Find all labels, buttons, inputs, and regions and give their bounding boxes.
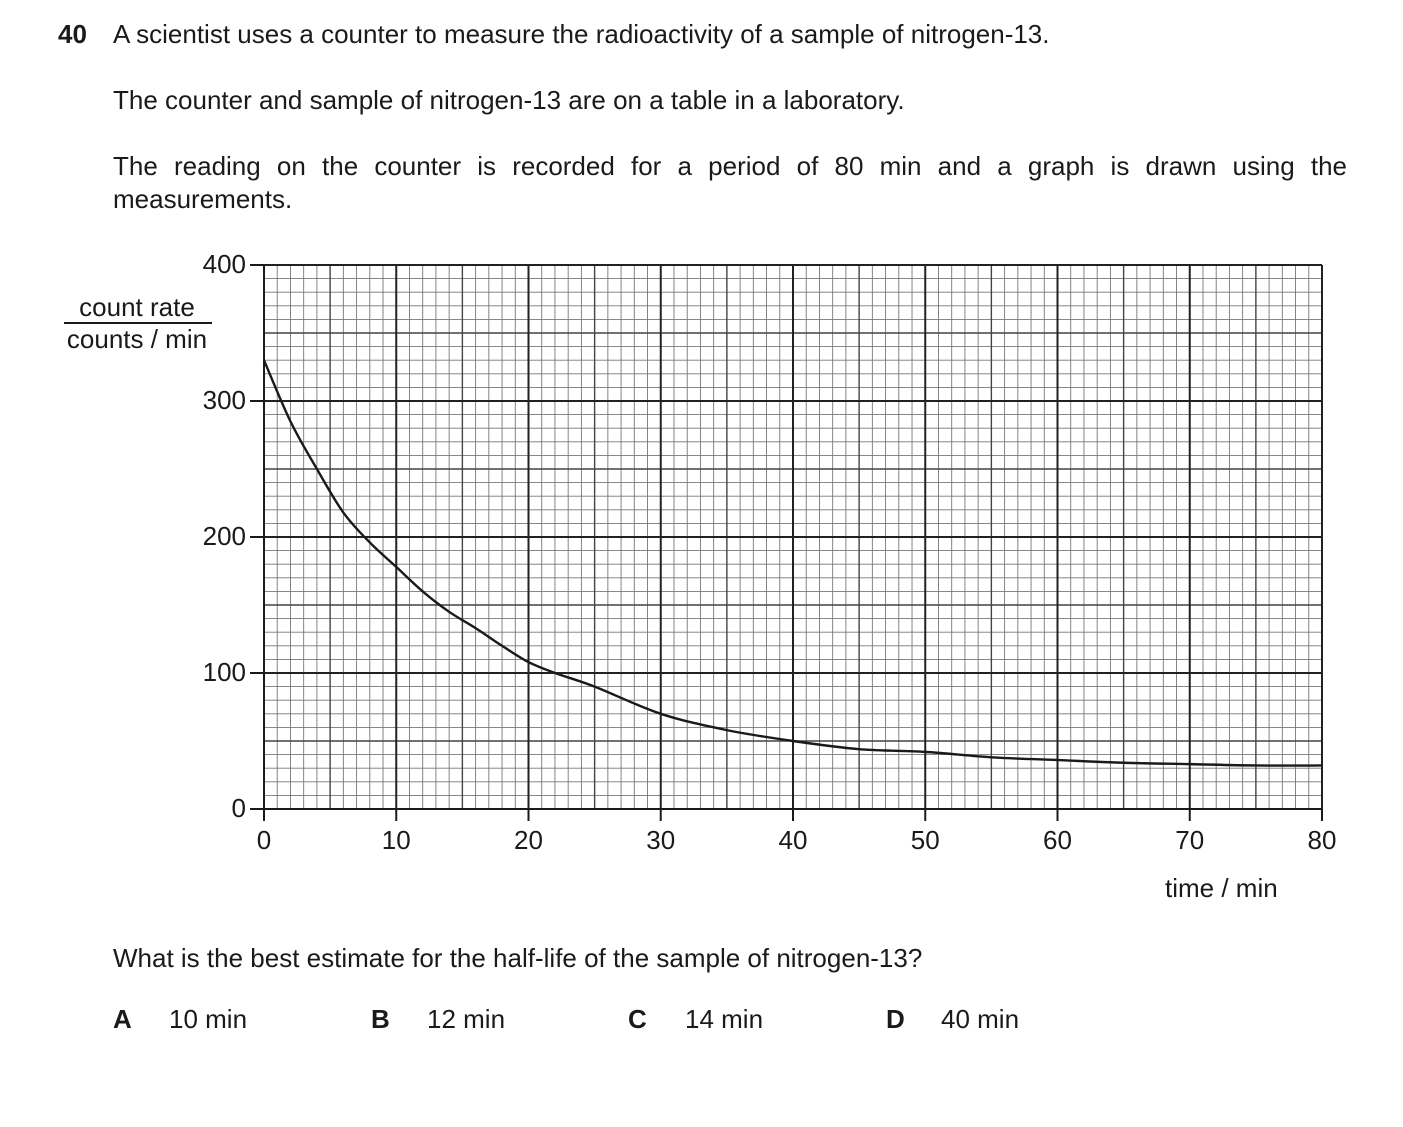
x-axis-label: time / min xyxy=(1165,873,1278,903)
y-tick-label: 400 xyxy=(202,249,246,279)
question-line-3: The reading on the counter is recorded f… xyxy=(113,151,1347,214)
x-tick-label: 20 xyxy=(514,825,543,855)
x-tick-label: 60 xyxy=(1043,825,1072,855)
question-number: 40 xyxy=(58,19,87,49)
option-c-letter[interactable]: C xyxy=(628,1004,647,1034)
x-tick-label: 30 xyxy=(646,825,676,855)
option-b-letter[interactable]: B xyxy=(371,1004,390,1034)
option-d-letter[interactable]: D xyxy=(886,1004,905,1034)
x-tick-label: 10 xyxy=(381,825,411,855)
x-tick-label: 50 xyxy=(910,825,940,855)
y-tick-label: 300 xyxy=(202,385,246,415)
option-a-text[interactable]: 10 min xyxy=(169,1004,248,1034)
x-tick-label: 40 xyxy=(778,825,808,855)
y-axis-label-quantity: count rate xyxy=(79,292,195,322)
y-axis-label-unit: counts / min xyxy=(66,324,208,354)
option-c-text[interactable]: 14 min xyxy=(685,1004,764,1034)
y-axis-label-fraction-bar xyxy=(64,322,212,324)
option-d-text[interactable]: 40 min xyxy=(941,1004,1020,1034)
question-line-2: The counter and sample of nitrogen-13 ar… xyxy=(113,85,905,115)
x-tick-label: 70 xyxy=(1175,825,1205,855)
y-tick-label: 100 xyxy=(202,657,246,687)
question-line-1: A scientist uses a counter to measure th… xyxy=(113,19,1050,49)
option-b-text[interactable]: 12 min xyxy=(427,1004,506,1034)
decay-curve xyxy=(262,359,1323,767)
x-tick-label: 0 xyxy=(256,825,272,855)
y-tick-label: 0 xyxy=(231,793,246,823)
question-prompt: What is the best estimate for the half-l… xyxy=(113,943,923,973)
y-tick-label: 200 xyxy=(202,521,246,551)
option-a-letter[interactable]: A xyxy=(113,1004,132,1034)
x-tick-label: 80 xyxy=(1307,825,1337,855)
